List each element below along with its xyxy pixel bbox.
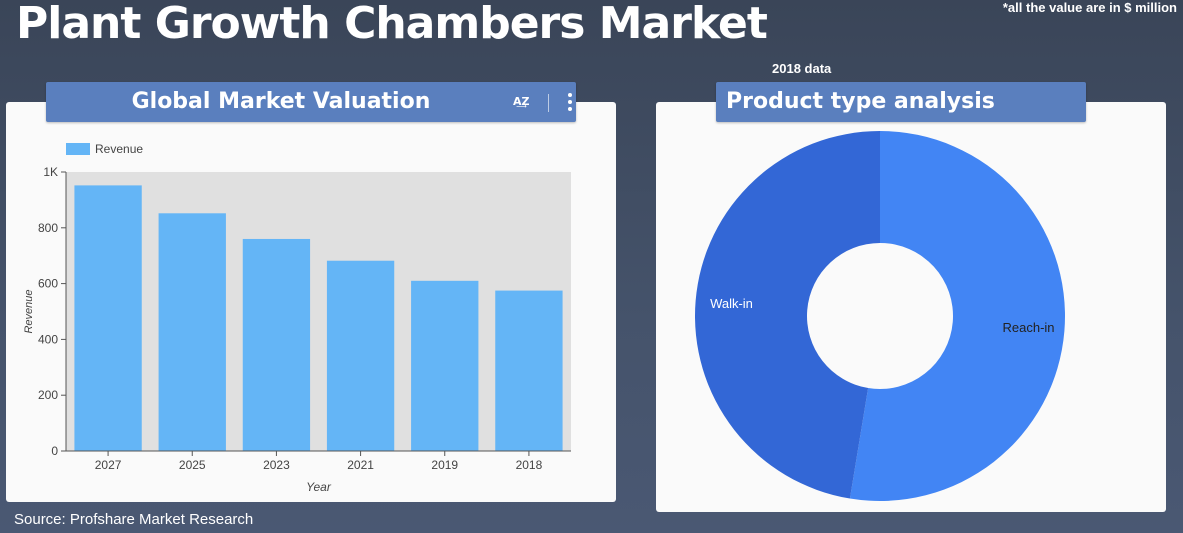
donut-slice xyxy=(849,131,1066,501)
legend-swatch xyxy=(66,143,90,155)
page-title: Plant Growth Chambers Market xyxy=(16,0,768,49)
y-tick-label: 800 xyxy=(38,221,58,235)
slice-label: Walk-in xyxy=(710,296,753,311)
y-tick-label: 400 xyxy=(38,332,58,346)
legend-label: Revenue xyxy=(95,142,143,156)
y-axis-title: Revenue xyxy=(23,289,35,333)
y-tick-label: 0 xyxy=(51,444,58,458)
bar xyxy=(411,280,479,451)
x-tick-label: 2021 xyxy=(347,458,374,472)
donut-chart: Reach-in Walk-in xyxy=(695,131,1066,501)
slice-label: Reach-in xyxy=(1002,320,1054,335)
x-tick-label: 2019 xyxy=(431,458,458,472)
bar xyxy=(74,185,142,451)
bar xyxy=(158,213,226,451)
donut-slice xyxy=(695,131,880,499)
x-tick-label: 2018 xyxy=(516,458,543,472)
data-year-label: 2018 data xyxy=(772,61,832,76)
bar xyxy=(495,290,563,451)
pie-chart-card: Reach-in Walk-in xyxy=(656,102,1166,512)
value-unit-note: *all the value are in $ million xyxy=(1002,0,1177,15)
plot-area xyxy=(66,172,571,451)
x-axis-title: Year xyxy=(306,480,332,494)
bar-chart-title: Global Market Valuation xyxy=(131,89,431,114)
bar-chart: Revenue 0 200 400 600 800 1K 2027 2025 2023 2021 20… xyxy=(23,142,571,494)
x-tick-label: 2023 xyxy=(263,458,290,472)
sort-az-icon[interactable]: A͢Z xyxy=(513,95,530,108)
bar xyxy=(242,238,311,451)
header-divider xyxy=(548,94,549,112)
y-tick-label: 1K xyxy=(43,165,58,179)
bar xyxy=(326,260,395,451)
x-tick-label: 2027 xyxy=(95,458,122,472)
bar-chart-header: Global Market Valuation A͢Z xyxy=(46,82,576,122)
more-options-icon[interactable] xyxy=(568,93,572,113)
y-tick-label: 600 xyxy=(38,277,58,291)
y-tick-label: 200 xyxy=(38,388,58,402)
source-note: Source: Profshare Market Research xyxy=(14,511,254,528)
bar-chart-card: Revenue 0 200 400 600 800 1K 2027 2025 2023 2021 20… xyxy=(6,102,616,502)
pie-chart-header: Product type analysis xyxy=(716,82,1086,122)
x-tick-label: 2025 xyxy=(179,458,206,472)
pie-chart-title: Product type analysis xyxy=(726,89,995,114)
